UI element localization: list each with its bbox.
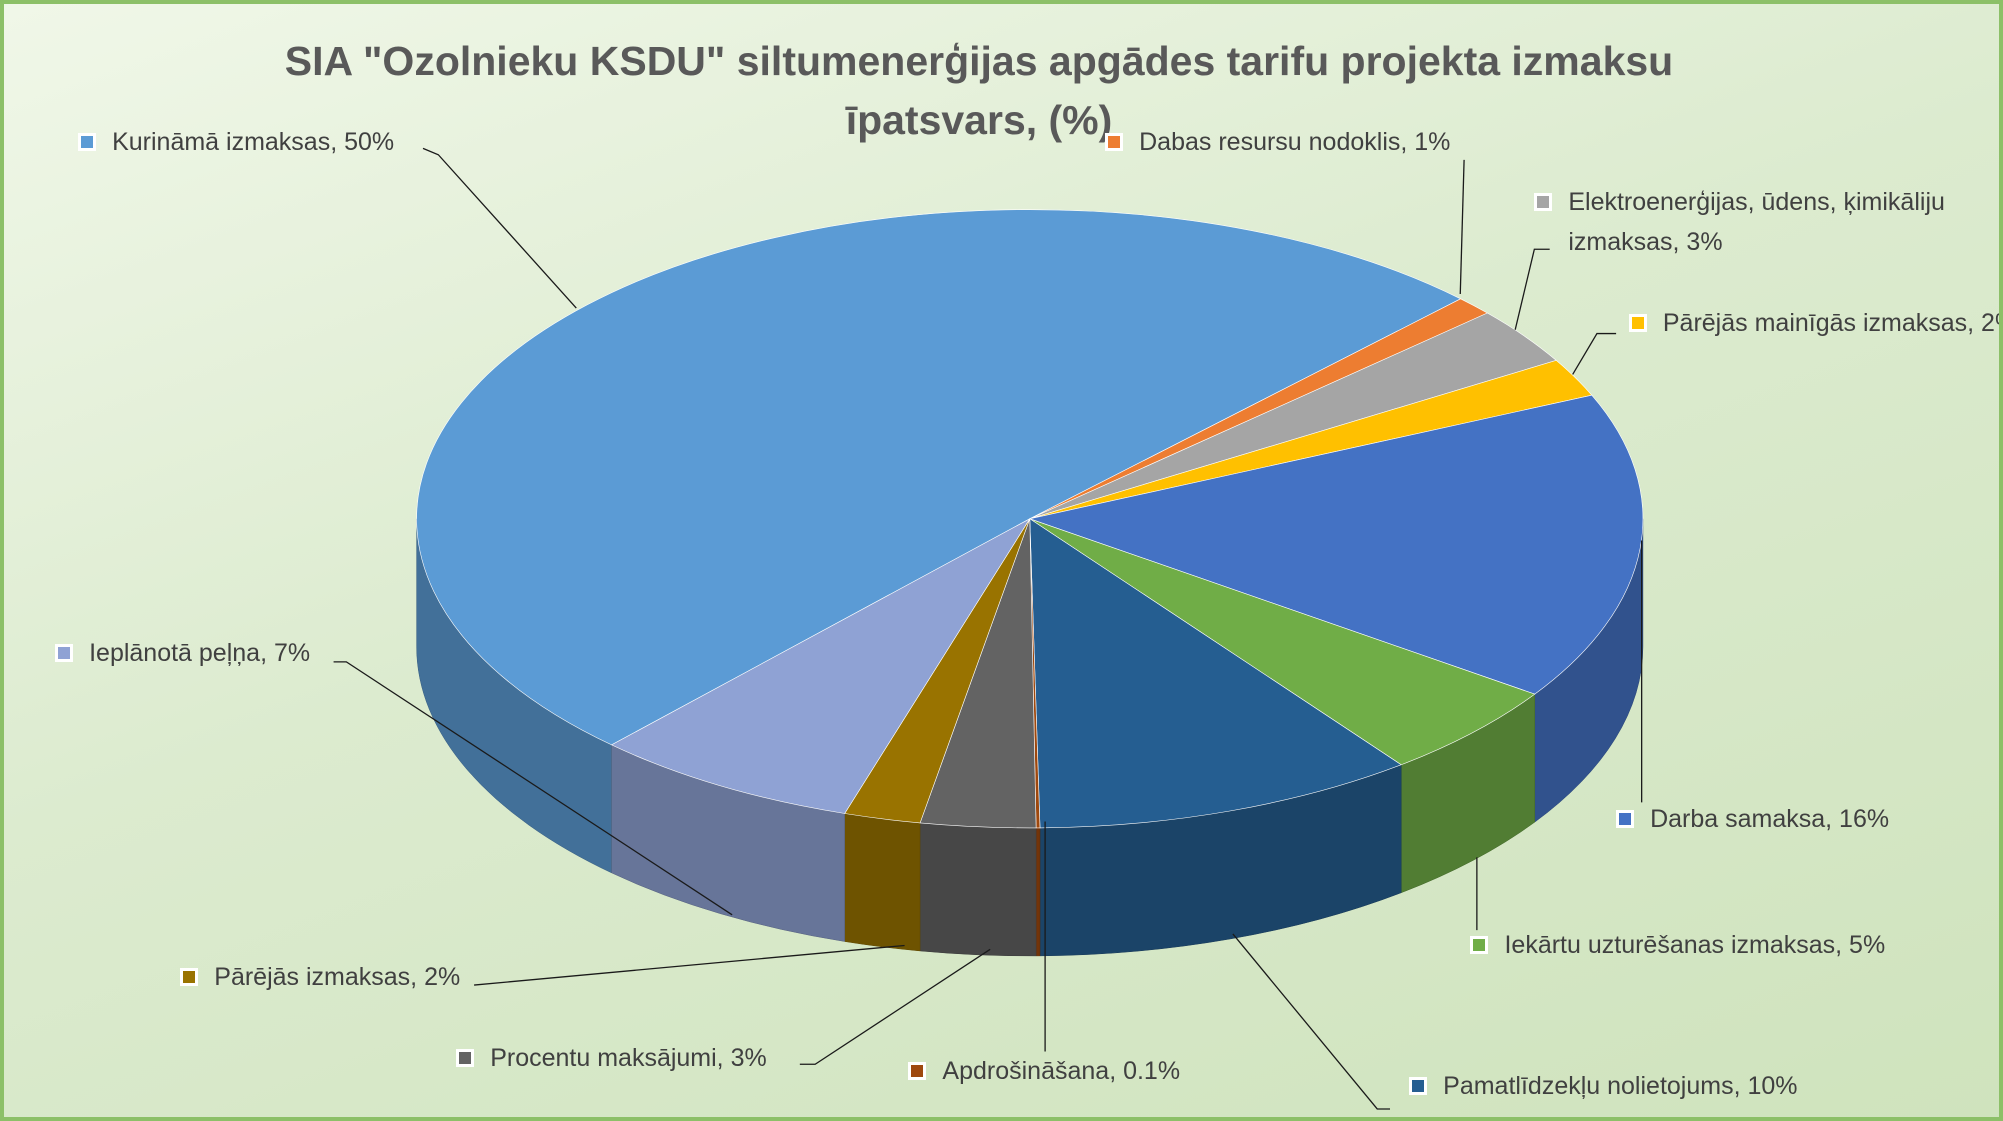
- leader-line: [1459, 159, 1465, 294]
- label-marker: [1470, 936, 1489, 955]
- chart-title: SIA "Ozolnieku KSDU" siltumenerģijas apg…: [284, 38, 1674, 143]
- label-text: Kurināmā izmaksas, 50%: [112, 127, 395, 156]
- data-label: Ieplānotā peļņa, 7%: [55, 633, 600, 673]
- pie-side: [844, 813, 921, 952]
- label-text: Iekārtu uzturēšanas izmaksas, 5%: [1504, 931, 1886, 960]
- data-label: Kurināmā izmaksas, 50%: [78, 122, 623, 162]
- pie-slice: [416, 209, 1462, 746]
- data-label: Pārējās izmaksas, 2%: [180, 957, 725, 997]
- label-text: Pārējās mainīgās izmaksas, 2%: [1662, 309, 2003, 338]
- pie-slice: [1028, 394, 1644, 695]
- pie-side: [1035, 827, 1041, 957]
- leader-line: [474, 944, 905, 986]
- pie-slice: [1029, 518, 1536, 766]
- label-marker: [1105, 132, 1124, 151]
- label-marker: [55, 643, 74, 662]
- leader-line: [1514, 248, 1550, 330]
- label-marker: [1534, 193, 1553, 211]
- pie-side: [919, 822, 1037, 957]
- label-text: Dabas resursu nodoklis, 1%: [1139, 127, 1451, 156]
- leader-line: [1572, 332, 1617, 375]
- data-label: Dabas resursu nodoklis, 1%: [1105, 122, 1650, 162]
- pie-slice: [610, 517, 1031, 814]
- label-marker: [908, 1061, 927, 1080]
- label-text: Pārējās izmaksas, 2%: [214, 963, 461, 992]
- label-marker: [1616, 809, 1635, 828]
- leader-line: [333, 661, 733, 916]
- data-label: Darba samaksa, 16%: [1616, 799, 1999, 839]
- data-label: Pamatlīdzekļu nolietojums, 10%: [1409, 1066, 1954, 1106]
- leader-line: [799, 948, 991, 1065]
- data-label: Apdrošināšana, 0.1%: [908, 1051, 1453, 1091]
- label-marker: [180, 968, 199, 987]
- data-label: Procentu maksājumi, 3%: [456, 1038, 1001, 1078]
- plot: [333, 147, 1644, 1110]
- label-text: Apdrošināšana, 0.1%: [942, 1056, 1181, 1085]
- label-marker: [78, 132, 97, 151]
- label-text: Pamatlīdzekļu nolietojums, 10%: [1443, 1071, 1798, 1100]
- leader-line: [1232, 933, 1391, 1110]
- label-text: Elektroenerģijas, ūdens, ķimikāliju izma…: [1568, 188, 1945, 256]
- label-marker: [456, 1048, 475, 1067]
- label-text: Ieplānotā peļņa, 7%: [89, 638, 311, 667]
- data-label: Iekārtu uzturēšanas izmaksas, 5%: [1470, 925, 1964, 965]
- pie-slice: [1029, 518, 1402, 829]
- label-marker: [1628, 314, 1647, 333]
- label-marker: [1409, 1076, 1428, 1095]
- label-text: Procentu maksājumi, 3%: [490, 1043, 767, 1072]
- label-text: Darba samaksa, 16%: [1650, 804, 1890, 833]
- data-label: Elektroenerģijas, ūdens, ķimikāliju izma…: [1534, 182, 1951, 262]
- leader-line: [422, 147, 577, 309]
- data-label: Pārējās mainīgās izmaksas, 2%: [1628, 303, 2003, 343]
